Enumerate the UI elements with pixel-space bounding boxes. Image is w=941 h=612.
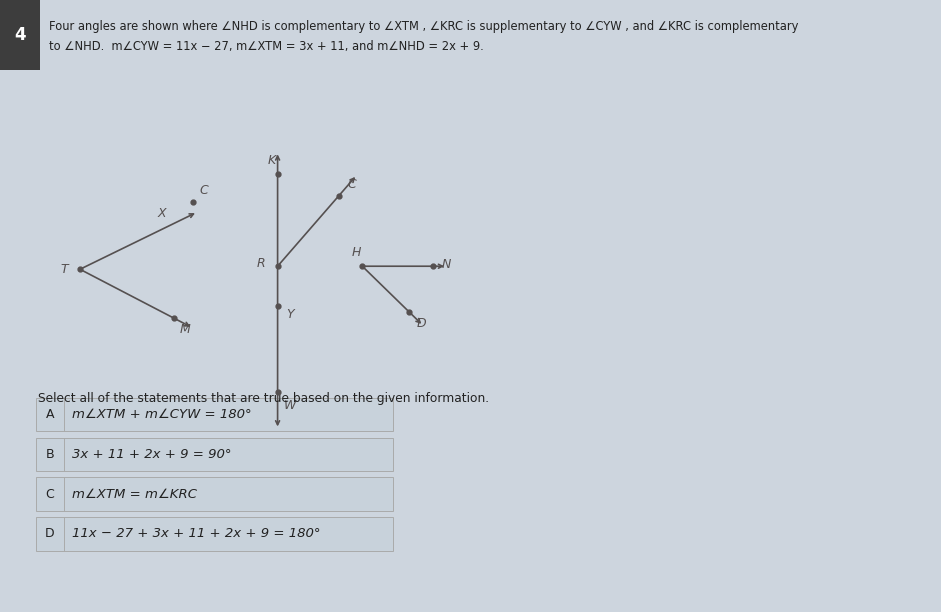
Text: R: R xyxy=(257,256,265,270)
Text: to ∠NHD.  m∠CYW = 11x − 27, m∠XTM = 3x + 11, and m∠NHD = 2x + 9.: to ∠NHD. m∠CYW = 11x − 27, m∠XTM = 3x + … xyxy=(49,40,484,53)
Text: Four angles are shown where ∠NHD is complementary to ∠XTM , ∠KRC is supplementar: Four angles are shown where ∠NHD is comp… xyxy=(49,20,798,32)
FancyBboxPatch shape xyxy=(0,0,40,70)
Text: K: K xyxy=(268,154,276,167)
FancyBboxPatch shape xyxy=(36,517,393,551)
FancyBboxPatch shape xyxy=(36,477,393,511)
Text: m∠XTM + m∠CYW = 180°: m∠XTM + m∠CYW = 180° xyxy=(72,408,251,421)
Text: D: D xyxy=(45,528,55,540)
Text: M: M xyxy=(180,323,190,336)
Text: 3x + 11 + 2x + 9 = 90°: 3x + 11 + 2x + 9 = 90° xyxy=(72,448,231,461)
Text: C: C xyxy=(199,184,208,197)
Text: N: N xyxy=(441,258,451,271)
Text: C: C xyxy=(347,178,356,191)
Text: Select all of the statements that are true based on the given information.: Select all of the statements that are tr… xyxy=(38,392,488,405)
Text: W: W xyxy=(284,399,296,412)
Text: 11x − 27 + 3x + 11 + 2x + 9 = 180°: 11x − 27 + 3x + 11 + 2x + 9 = 180° xyxy=(72,528,320,540)
Text: m∠XTM = m∠KRC: m∠XTM = m∠KRC xyxy=(72,488,197,501)
Text: X: X xyxy=(158,207,167,220)
Text: D: D xyxy=(417,317,426,330)
Text: Y: Y xyxy=(286,308,294,321)
Text: T: T xyxy=(60,263,68,276)
Text: 4: 4 xyxy=(14,26,25,45)
Text: A: A xyxy=(45,408,55,421)
Text: C: C xyxy=(45,488,55,501)
Text: B: B xyxy=(45,448,55,461)
FancyBboxPatch shape xyxy=(36,398,393,431)
Text: H: H xyxy=(352,246,361,259)
FancyBboxPatch shape xyxy=(36,438,393,471)
